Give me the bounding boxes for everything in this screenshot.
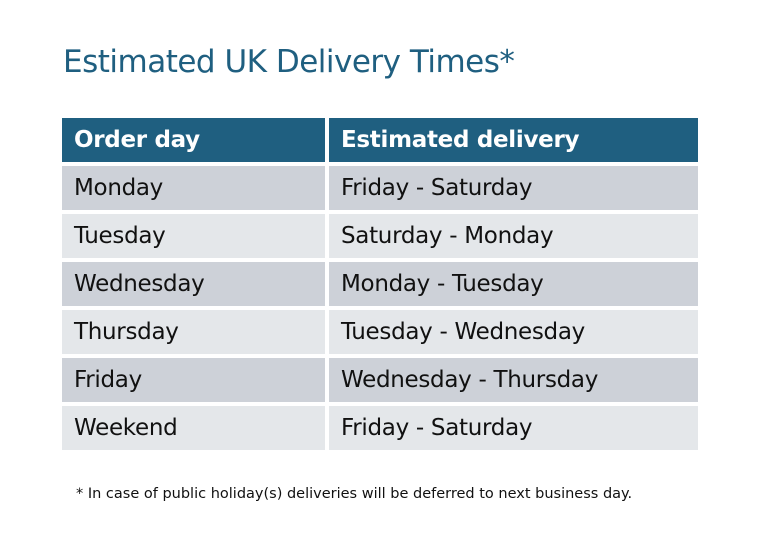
order-day-cell: Weekend [62, 406, 325, 450]
table-row: Friday Wednesday - Thursday [62, 358, 698, 402]
delivery-cell: Friday - Saturday [329, 406, 698, 450]
page-title: Estimated UK Delivery Times* [63, 44, 515, 80]
delivery-cell: Saturday - Monday [329, 214, 698, 258]
table-row: Thursday Tuesday - Wednesday [62, 310, 698, 354]
table-row: Wednesday Monday - Tuesday [62, 262, 698, 306]
order-day-cell: Thursday [62, 310, 325, 354]
delivery-table: Order day Estimated delivery Monday Frida… [58, 114, 702, 454]
table-row: Monday Friday - Saturday [62, 166, 698, 210]
table-header-row: Order day Estimated delivery [62, 118, 698, 162]
order-day-cell: Tuesday [62, 214, 325, 258]
order-day-cell: Friday [62, 358, 325, 402]
delivery-cell: Tuesday - Wednesday [329, 310, 698, 354]
header-estimated-delivery: Estimated delivery [329, 118, 698, 162]
footnote: * In case of public holiday(s) deliverie… [76, 486, 633, 502]
order-day-cell: Monday [62, 166, 325, 210]
delivery-cell: Wednesday - Thursday [329, 358, 698, 402]
delivery-cell: Friday - Saturday [329, 166, 698, 210]
header-order-day: Order day [62, 118, 325, 162]
table-row: Tuesday Saturday - Monday [62, 214, 698, 258]
order-day-cell: Wednesday [62, 262, 325, 306]
table-row: Weekend Friday - Saturday [62, 406, 698, 450]
delivery-cell: Monday - Tuesday [329, 262, 698, 306]
